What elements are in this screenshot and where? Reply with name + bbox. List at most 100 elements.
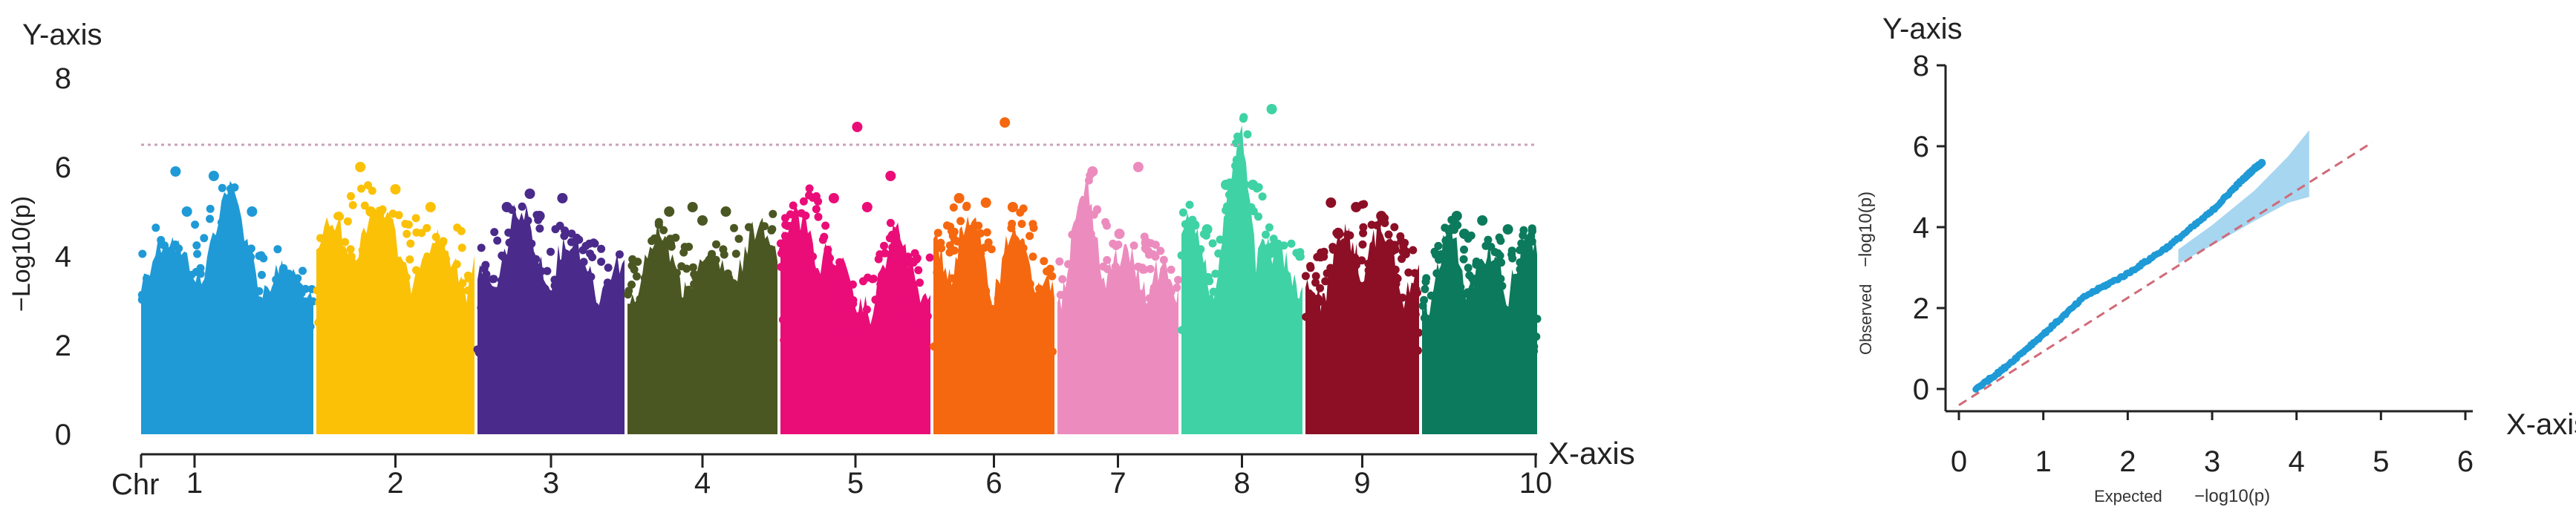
chromosome-1-top-hit bbox=[170, 166, 181, 177]
chromosome-8-point bbox=[1219, 313, 1228, 321]
qq-x-tick-label: 3 bbox=[2204, 445, 2220, 478]
chromosome-3-point bbox=[513, 309, 522, 318]
chromosome-7-point bbox=[1138, 323, 1147, 332]
chromosome-7-point bbox=[1058, 341, 1067, 350]
chromosome-5-point bbox=[887, 230, 896, 239]
chromosome-2-point bbox=[336, 321, 345, 330]
chromosome-2-point bbox=[456, 294, 465, 302]
chromosome-5-point bbox=[838, 331, 847, 340]
chromosome-2-point bbox=[357, 184, 365, 193]
chromosome-7-point bbox=[1131, 285, 1140, 294]
chromosome-5-point bbox=[849, 280, 857, 289]
chromosome-5-point bbox=[890, 266, 898, 275]
chromosome-4-point bbox=[725, 329, 734, 338]
chromosome-10-point bbox=[1527, 224, 1536, 233]
chromosome-8-point bbox=[1216, 235, 1225, 244]
chromosome-5-point bbox=[831, 276, 840, 285]
chromosome-1-top-hit bbox=[247, 206, 258, 217]
chromosome-3-point bbox=[543, 266, 552, 275]
chromosome-9-top-hit bbox=[1333, 229, 1344, 239]
chromosome-8-point bbox=[1274, 240, 1282, 248]
chromosome-5-point bbox=[891, 252, 900, 261]
chromosome-8-points bbox=[1177, 113, 1305, 434]
manhattan-x-tick-label-10: 10 bbox=[1519, 467, 1553, 500]
manhattan-x-tick-label-7: 7 bbox=[1109, 467, 1126, 500]
chromosome-8-point bbox=[1211, 269, 1220, 278]
chromosome-6-point bbox=[965, 287, 974, 296]
chromosome-7-point bbox=[1129, 337, 1138, 346]
qq-x-tick-label: 2 bbox=[2119, 445, 2136, 478]
chromosome-4-points bbox=[624, 209, 777, 434]
chromosome-5-point bbox=[904, 252, 913, 261]
chromosome-8-point bbox=[1266, 249, 1275, 258]
chromosome-3-point bbox=[521, 278, 529, 287]
chromosome-8-point bbox=[1241, 180, 1250, 189]
chromosome-9-point bbox=[1358, 240, 1367, 249]
chromosome-4-top-hit bbox=[720, 206, 731, 217]
chromosome-2-point bbox=[423, 223, 431, 232]
chromosome-7-point bbox=[1174, 275, 1182, 284]
chromosome-6-point bbox=[971, 270, 980, 279]
chromosome-4-point bbox=[658, 301, 667, 310]
chromosome-9-point bbox=[1359, 223, 1368, 232]
chromosome-1-point bbox=[137, 295, 146, 304]
chromosome-8-point bbox=[1199, 327, 1207, 336]
chromosome-5-point bbox=[861, 345, 870, 354]
chromosome-10-point bbox=[1511, 273, 1520, 282]
chromosome-6-top-hit bbox=[953, 193, 965, 203]
chromosome-7-point bbox=[1118, 311, 1127, 320]
chromosome-4-point bbox=[741, 332, 750, 341]
chromosome-8-point bbox=[1269, 293, 1278, 302]
chromosome-7-point bbox=[1145, 294, 1154, 303]
chromosome-6-point bbox=[948, 274, 956, 283]
chromosome-7-point bbox=[1167, 265, 1175, 274]
chromosome-8-point bbox=[1224, 328, 1232, 337]
chromosome-2-point bbox=[420, 278, 428, 287]
chromosome-1-point bbox=[301, 297, 310, 306]
chromosome-2-point bbox=[426, 332, 435, 341]
chromosome-4-point bbox=[694, 314, 703, 323]
chromosome-4-point bbox=[684, 313, 693, 321]
chromosome-2-point bbox=[341, 238, 350, 246]
chromosome-2-point bbox=[334, 246, 343, 255]
chromosome-6-point bbox=[1019, 204, 1028, 213]
chromosome-3-point bbox=[532, 255, 541, 264]
chromosome-9-point bbox=[1340, 301, 1348, 310]
chromosome-3-point bbox=[587, 272, 596, 281]
chromosome-5-point bbox=[803, 254, 811, 263]
chromosome-5-point bbox=[914, 266, 923, 275]
chromosome-2-point bbox=[323, 315, 332, 324]
chromosome-3-point bbox=[530, 278, 539, 287]
qq-y-tick-label: 2 bbox=[1913, 292, 1929, 325]
chromosome-7-point bbox=[1161, 333, 1170, 341]
chromosome-1-point bbox=[263, 299, 272, 308]
chromosome-6-point bbox=[960, 314, 969, 323]
chromosome-4-point bbox=[708, 249, 717, 258]
chromosome-3-point bbox=[527, 239, 536, 248]
chromosome-4-point bbox=[767, 226, 776, 235]
chromosome-1-point bbox=[191, 324, 200, 333]
chromosome-2-density bbox=[316, 206, 475, 434]
chromosome-4-point bbox=[719, 245, 728, 254]
chromosome-5-point bbox=[918, 339, 927, 348]
chromosome-5-point bbox=[880, 241, 888, 250]
chromosome-8-point bbox=[1250, 292, 1259, 301]
chromosome-3-point bbox=[483, 329, 492, 338]
chromosome-8-density bbox=[1181, 125, 1302, 434]
chromosome-10-point bbox=[1490, 248, 1499, 256]
chromosome-3-point bbox=[556, 323, 565, 332]
chromosome-9-point bbox=[1411, 310, 1420, 319]
chromosome-2-point bbox=[446, 324, 454, 333]
chromosome-9-point bbox=[1361, 325, 1370, 334]
chromosome-4-point bbox=[760, 222, 769, 231]
chromosome-4-point bbox=[762, 325, 771, 334]
chromosome-10-point bbox=[1532, 333, 1541, 341]
chromosome-10-point bbox=[1496, 321, 1504, 330]
chromosome-9-point bbox=[1403, 327, 1412, 336]
chromosome-3-point bbox=[477, 243, 486, 252]
chromosome-7-point bbox=[1159, 255, 1168, 264]
chromosome-3-point bbox=[477, 304, 486, 313]
chromosome-3-point bbox=[579, 258, 588, 266]
chromosome-7-point bbox=[1075, 324, 1084, 333]
